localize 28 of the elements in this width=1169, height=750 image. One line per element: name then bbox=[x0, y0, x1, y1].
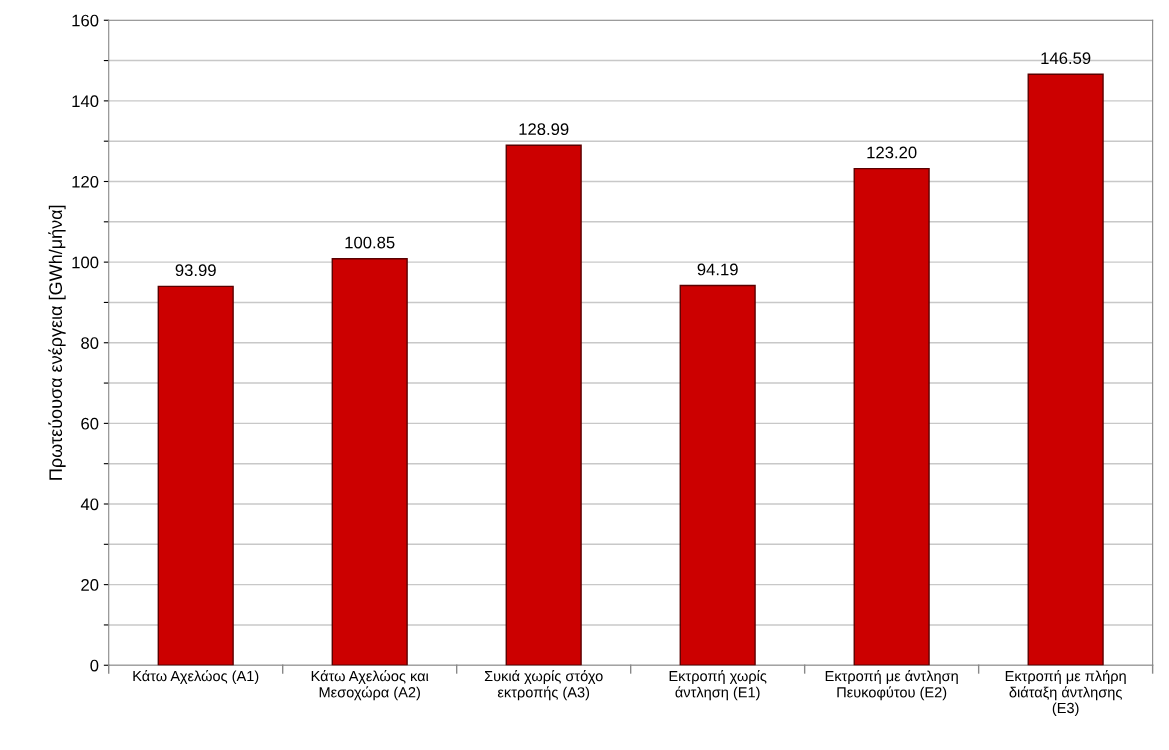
bar bbox=[505, 144, 582, 666]
x-tick-label: Κάτω Αχελώος και Μεσοχώρα (A2) bbox=[311, 670, 429, 701]
x-tick-label: Εκτροπή με άντληση Πευκοφύτου (E2) bbox=[825, 670, 958, 701]
y-tick-label: 0 bbox=[90, 659, 99, 672]
y-tick-label: 20 bbox=[81, 579, 99, 591]
x-tick-label: Συκιά χωρίς στόχο εκτροπής (A3) bbox=[484, 670, 603, 701]
data-label: 123.20 bbox=[867, 146, 917, 159]
data-label: 128.99 bbox=[519, 123, 569, 136]
data-label: 146.59 bbox=[1041, 52, 1091, 65]
y-tick-label: 160 bbox=[72, 14, 99, 27]
data-label: 93.99 bbox=[175, 264, 216, 277]
data-label: 94.19 bbox=[697, 263, 738, 276]
bar bbox=[1027, 73, 1104, 666]
y-tick-label: 80 bbox=[81, 337, 99, 349]
y-tick-label: 60 bbox=[81, 417, 99, 430]
bar bbox=[157, 285, 234, 666]
y-tick-label: 140 bbox=[72, 95, 99, 108]
x-tick-label: Εκτροπή με πλήρη διάταξη άντλησης (E3) bbox=[1005, 670, 1126, 717]
y-axis-title: Πρωτεύουσα ενέργεια [GWh/μήνα] bbox=[48, 205, 66, 480]
x-tick-label: Εκτροπή χωρίς άντληση (E1) bbox=[669, 670, 767, 701]
y-tick-label: 40 bbox=[80, 498, 99, 511]
bar bbox=[331, 258, 408, 666]
y-tick-label: 120 bbox=[72, 175, 99, 188]
x-tick-label: Κάτω Αχελώος (A1) bbox=[133, 670, 259, 685]
data-label: 100.85 bbox=[345, 236, 395, 249]
bar bbox=[679, 284, 756, 666]
bar bbox=[853, 167, 930, 666]
y-tick-label: 100 bbox=[72, 256, 99, 269]
